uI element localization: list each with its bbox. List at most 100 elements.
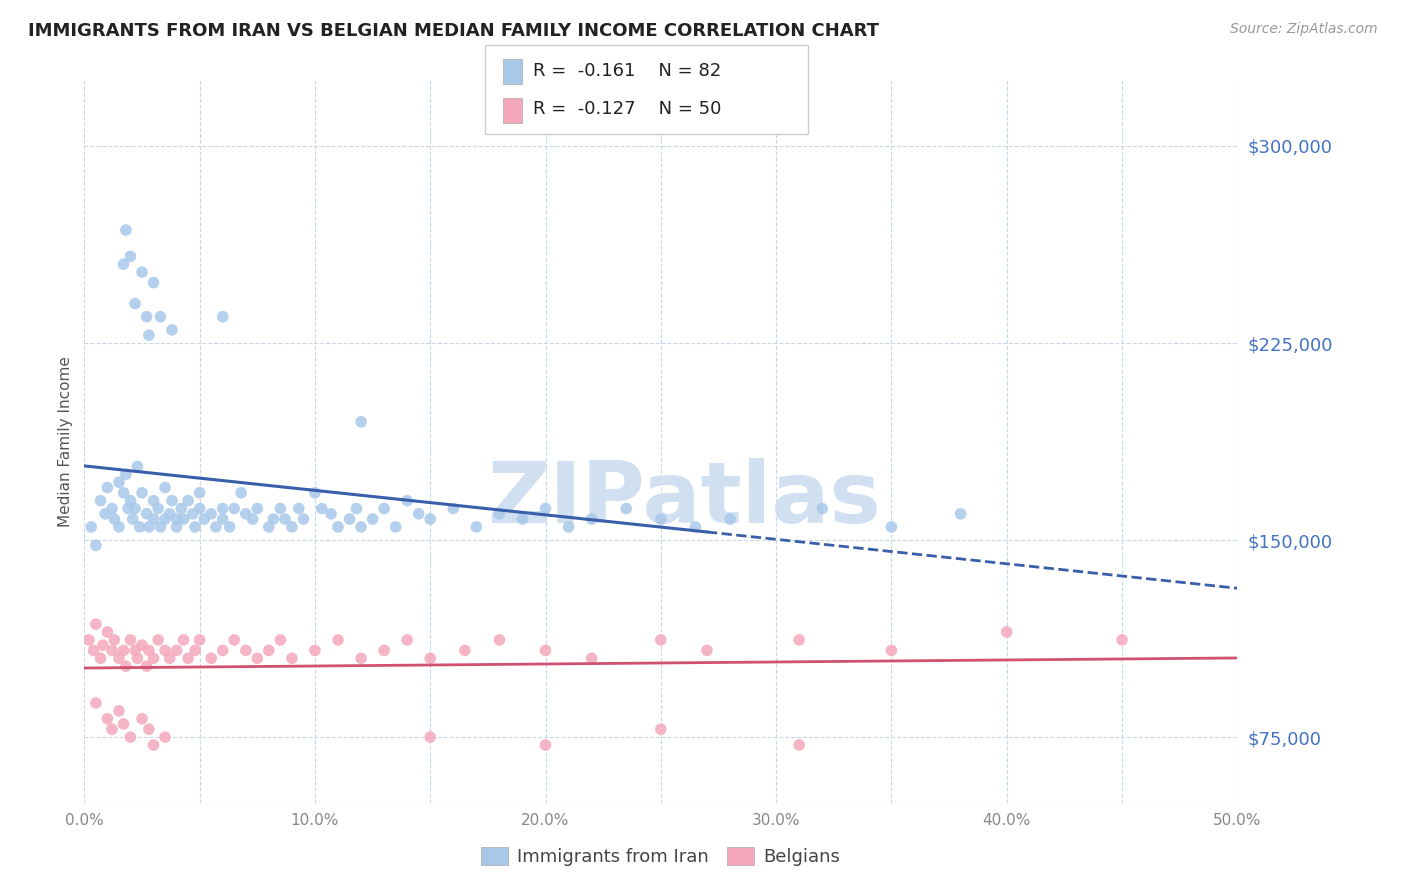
Point: [200, 507, 222, 521]
Point: [96, 712, 118, 726]
Point: [211, 501, 233, 516]
Point: [262, 512, 284, 526]
Point: [534, 643, 557, 657]
Y-axis label: Median Family Income: Median Family Income: [58, 356, 73, 527]
Point: [135, 659, 157, 673]
Point: [193, 512, 215, 526]
Point: [142, 276, 165, 290]
Point: [311, 501, 333, 516]
Point: [142, 512, 165, 526]
Point: [138, 643, 160, 657]
Point: [1111, 632, 1133, 647]
Point: [326, 520, 349, 534]
Text: Source: ZipAtlas.com: Source: ZipAtlas.com: [1230, 22, 1378, 37]
Point: [231, 485, 253, 500]
Point: [361, 512, 384, 526]
Point: [650, 723, 672, 737]
Point: [350, 520, 373, 534]
Point: [146, 501, 169, 516]
Point: [101, 643, 124, 657]
Point: [177, 493, 200, 508]
Point: [173, 632, 195, 647]
Point: [339, 512, 361, 526]
Point: [112, 257, 135, 271]
Point: [84, 617, 107, 632]
Point: [83, 643, 105, 657]
Point: [373, 501, 395, 516]
Text: R =  -0.161    N = 82: R = -0.161 N = 82: [533, 62, 721, 79]
Point: [488, 632, 510, 647]
Point: [153, 481, 176, 495]
Point: [142, 738, 165, 752]
Point: [269, 632, 291, 647]
Point: [235, 643, 257, 657]
Text: IMMIGRANTS FROM IRAN VS BELGIAN MEDIAN FAMILY INCOME CORRELATION CHART: IMMIGRANTS FROM IRAN VS BELGIAN MEDIAN F…: [28, 22, 879, 40]
Point: [188, 632, 211, 647]
Point: [534, 738, 557, 752]
Point: [131, 712, 153, 726]
Point: [170, 501, 193, 516]
Point: [89, 493, 111, 508]
Point: [120, 493, 142, 508]
Point: [408, 507, 430, 521]
Point: [142, 493, 165, 508]
Point: [326, 632, 349, 647]
Point: [127, 651, 149, 665]
Point: [84, 538, 107, 552]
Point: [121, 512, 143, 526]
Point: [89, 651, 111, 665]
Point: [131, 485, 153, 500]
Point: [112, 717, 135, 731]
Point: [288, 501, 311, 516]
Point: [91, 638, 114, 652]
Point: [246, 651, 269, 665]
Point: [159, 651, 181, 665]
Point: [146, 632, 169, 647]
Point: [131, 638, 153, 652]
Point: [534, 501, 557, 516]
Point: [557, 520, 579, 534]
Point: [184, 643, 207, 657]
Point: [304, 485, 326, 500]
Point: [650, 632, 672, 647]
Point: [350, 651, 373, 665]
Point: [108, 704, 131, 718]
Point: [384, 520, 406, 534]
Point: [200, 651, 222, 665]
Point: [650, 512, 672, 526]
Point: [319, 507, 342, 521]
Text: ZIPatlas: ZIPatlas: [486, 458, 880, 541]
Point: [96, 481, 118, 495]
Point: [84, 696, 107, 710]
Point: [246, 501, 269, 516]
Point: [160, 493, 183, 508]
Point: [112, 643, 135, 657]
Point: [292, 512, 315, 526]
Point: [465, 520, 488, 534]
Point: [108, 475, 131, 490]
Point: [224, 501, 246, 516]
Point: [346, 501, 368, 516]
Point: [80, 520, 103, 534]
Point: [787, 738, 810, 752]
Point: [149, 310, 172, 324]
Point: [949, 507, 972, 521]
Point: [138, 328, 160, 343]
Point: [218, 520, 240, 534]
Point: [995, 625, 1018, 640]
Point: [512, 512, 534, 526]
Point: [127, 459, 149, 474]
Point: [880, 520, 903, 534]
Point: [159, 507, 181, 521]
Point: [103, 632, 125, 647]
Point: [787, 632, 810, 647]
Point: [120, 249, 142, 263]
Point: [77, 632, 100, 647]
Point: [718, 512, 741, 526]
Point: [177, 651, 200, 665]
Point: [117, 501, 139, 516]
Point: [153, 512, 176, 526]
Point: [350, 415, 373, 429]
Point: [188, 501, 211, 516]
Point: [181, 507, 204, 521]
